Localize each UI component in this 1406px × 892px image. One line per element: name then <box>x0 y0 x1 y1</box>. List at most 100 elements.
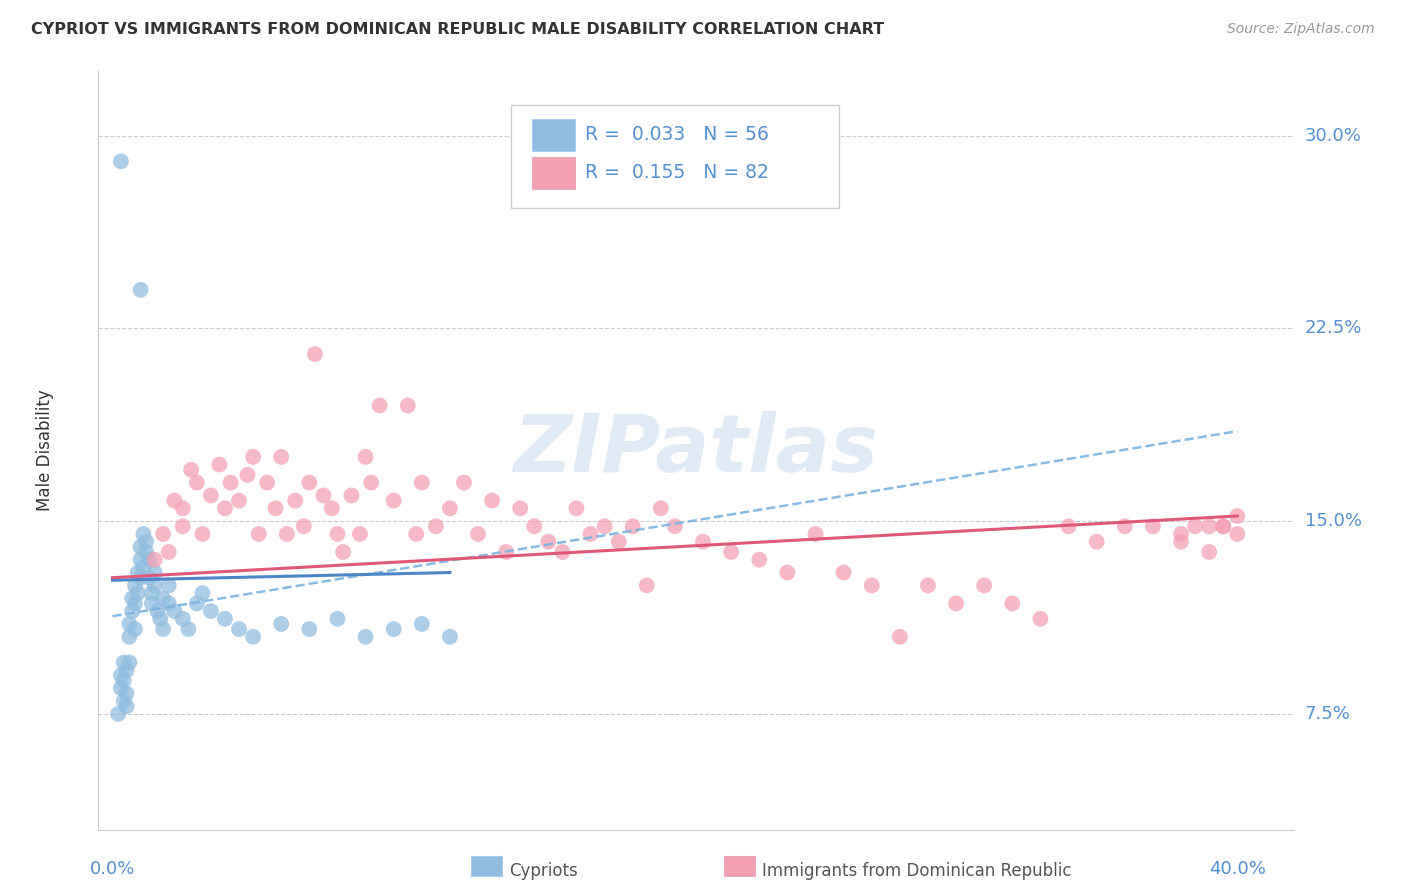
Point <box>191 527 214 541</box>
Point <box>135 545 157 559</box>
Point <box>219 475 242 490</box>
Point <box>1212 519 1234 533</box>
Point <box>321 501 343 516</box>
Point <box>382 622 405 636</box>
Point <box>636 578 658 592</box>
Point <box>112 673 135 688</box>
Point <box>1057 519 1080 533</box>
Point <box>121 591 143 606</box>
Point <box>1114 519 1136 533</box>
Point <box>124 578 146 592</box>
Point <box>152 622 174 636</box>
Point <box>172 501 194 516</box>
Point <box>186 596 208 610</box>
Point <box>214 612 236 626</box>
Point <box>495 545 517 559</box>
Point <box>439 630 461 644</box>
Point <box>129 283 152 297</box>
Point <box>312 488 335 502</box>
Point <box>354 450 377 464</box>
Text: 40.0%: 40.0% <box>1209 860 1265 878</box>
Point <box>340 488 363 502</box>
Text: ZIPatlas: ZIPatlas <box>513 411 879 490</box>
Point <box>115 699 138 714</box>
Point <box>110 668 132 682</box>
Point <box>115 686 138 700</box>
Point <box>537 534 560 549</box>
Point <box>118 616 141 631</box>
Point <box>565 501 588 516</box>
Point <box>129 571 152 585</box>
Point <box>149 612 172 626</box>
Point <box>129 540 152 554</box>
Point <box>177 622 200 636</box>
Point <box>141 596 163 610</box>
Point <box>180 463 202 477</box>
Point <box>481 493 503 508</box>
Text: 0.0%: 0.0% <box>90 860 135 878</box>
Point <box>1001 596 1024 610</box>
Point <box>1198 519 1220 533</box>
Point <box>1085 534 1108 549</box>
Point <box>242 630 264 644</box>
Point <box>804 527 827 541</box>
Point <box>326 527 349 541</box>
Point <box>236 467 259 482</box>
FancyBboxPatch shape <box>510 105 839 208</box>
Point <box>1142 519 1164 533</box>
Point <box>152 591 174 606</box>
Point <box>124 622 146 636</box>
Point <box>396 399 419 413</box>
Point <box>621 519 644 533</box>
FancyBboxPatch shape <box>533 157 575 189</box>
Point <box>551 545 574 559</box>
Point <box>467 527 489 541</box>
Point <box>247 527 270 541</box>
Point <box>256 475 278 490</box>
Point <box>1170 534 1192 549</box>
Point <box>1184 519 1206 533</box>
Point <box>146 604 169 618</box>
Point <box>115 663 138 677</box>
Point <box>138 552 160 566</box>
Point <box>332 545 354 559</box>
Point <box>748 552 770 566</box>
Point <box>368 399 391 413</box>
Text: 22.5%: 22.5% <box>1305 319 1362 337</box>
Point <box>664 519 686 533</box>
Point <box>298 622 321 636</box>
Text: R =  0.155   N = 82: R = 0.155 N = 82 <box>585 162 769 182</box>
Point <box>129 552 152 566</box>
Point <box>107 706 129 721</box>
Text: Cypriots: Cypriots <box>509 862 578 880</box>
Point <box>304 347 326 361</box>
Point <box>110 681 132 696</box>
Point <box>360 475 382 490</box>
Text: CYPRIOT VS IMMIGRANTS FROM DOMINICAN REPUBLIC MALE DISABILITY CORRELATION CHART: CYPRIOT VS IMMIGRANTS FROM DOMINICAN REP… <box>31 22 884 37</box>
Text: Immigrants from Dominican Republic: Immigrants from Dominican Republic <box>762 862 1071 880</box>
Point <box>411 475 433 490</box>
Point <box>191 586 214 600</box>
Point <box>124 596 146 610</box>
Point <box>354 630 377 644</box>
Point <box>143 578 166 592</box>
Point <box>242 450 264 464</box>
Point <box>186 475 208 490</box>
Text: R =  0.033   N = 56: R = 0.033 N = 56 <box>585 125 769 144</box>
Point <box>157 545 180 559</box>
Point <box>917 578 939 592</box>
Point <box>349 527 371 541</box>
Point <box>264 501 287 516</box>
Point <box>1029 612 1052 626</box>
Point <box>692 534 714 549</box>
Point <box>135 534 157 549</box>
Point <box>214 501 236 516</box>
Text: 30.0%: 30.0% <box>1305 127 1361 145</box>
Point <box>112 656 135 670</box>
Point <box>889 630 911 644</box>
Point <box>326 612 349 626</box>
Text: 15.0%: 15.0% <box>1305 512 1361 530</box>
Point <box>382 493 405 508</box>
Point <box>276 527 298 541</box>
Point <box>157 596 180 610</box>
